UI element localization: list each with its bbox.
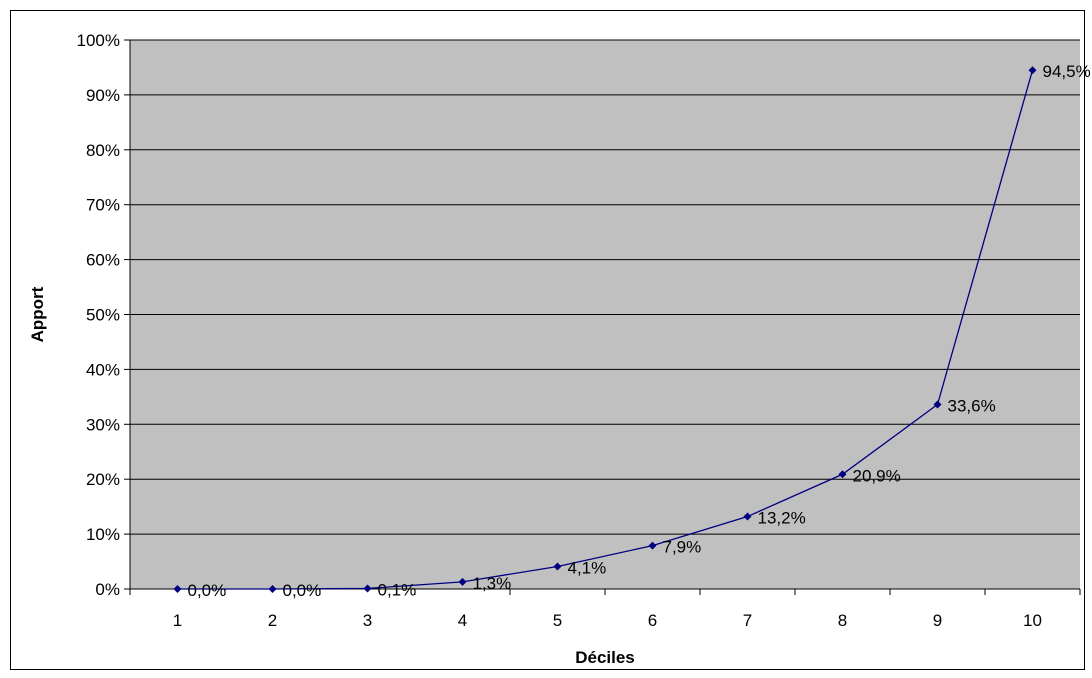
y-tick-label: 70% xyxy=(86,196,120,215)
y-tick-label: 30% xyxy=(86,415,120,434)
y-tick-label: 80% xyxy=(86,141,120,160)
data-label: 20,9% xyxy=(853,466,901,485)
x-tick-label: 4 xyxy=(458,611,467,630)
y-tick-label: 50% xyxy=(86,306,120,325)
x-tick-label: 6 xyxy=(648,611,657,630)
x-tick-label: 10 xyxy=(1023,611,1042,630)
data-label: 7,9% xyxy=(663,538,702,557)
y-tick-label: 100% xyxy=(77,31,120,50)
x-tick-label: 3 xyxy=(363,611,372,630)
data-label: 0,0% xyxy=(188,581,227,600)
x-tick-label: 2 xyxy=(268,611,277,630)
data-label: 13,2% xyxy=(758,509,806,528)
x-tick-label: 5 xyxy=(553,611,562,630)
data-label: 33,6% xyxy=(948,397,996,416)
y-axis-title: Apport xyxy=(28,286,47,342)
y-tick-label: 0% xyxy=(95,580,120,599)
x-tick-label: 1 xyxy=(173,611,182,630)
x-tick-label: 9 xyxy=(933,611,942,630)
x-axis-ticks: 1 2 3 4 5 6 7 8 9 10 xyxy=(130,589,1080,630)
y-tick-label: 60% xyxy=(86,251,120,270)
y-tick-label: 20% xyxy=(86,470,120,489)
y-tick-label: 10% xyxy=(86,525,120,544)
data-label: 4,1% xyxy=(568,558,607,577)
y-tick-label: 90% xyxy=(86,86,120,105)
x-axis-title: Déciles xyxy=(575,648,635,667)
x-tick-label: 8 xyxy=(838,611,847,630)
data-label: 94,5% xyxy=(1043,62,1091,81)
data-label: 0,0% xyxy=(283,581,322,600)
y-axis-ticks: 0% 10% 20% 30% 40% 50% 60% 70% 80% 90% 100% xyxy=(77,31,130,599)
data-label: 0,1% xyxy=(378,580,417,599)
y-tick-label: 40% xyxy=(86,360,120,379)
x-tick-label: 7 xyxy=(743,611,752,630)
data-label: 1,3% xyxy=(473,574,512,593)
